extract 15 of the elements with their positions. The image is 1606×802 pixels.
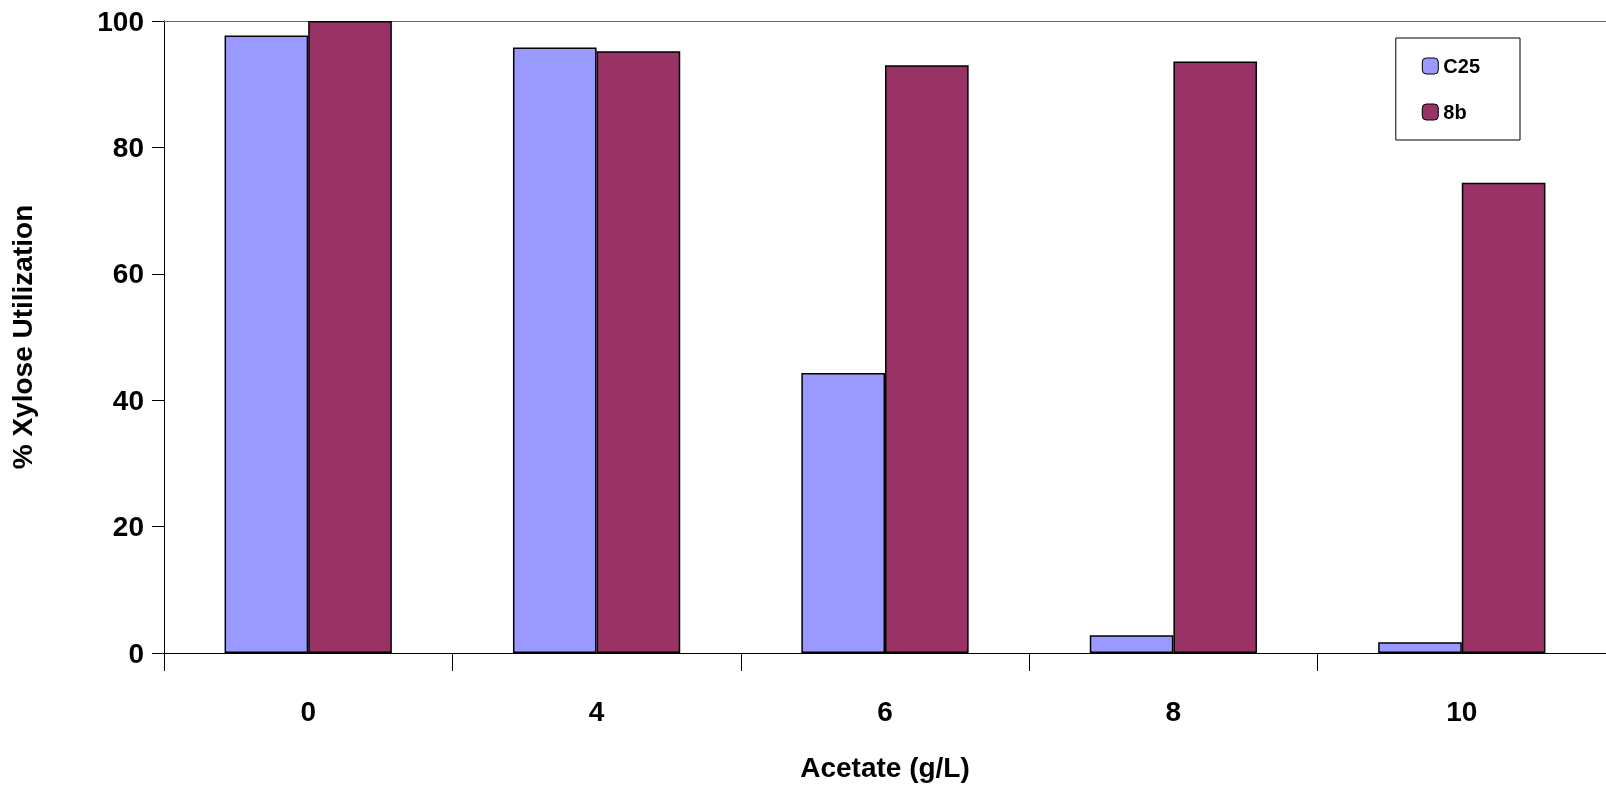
x-tick-label: 0	[300, 695, 316, 727]
x-tick-label: 4	[588, 695, 605, 727]
legend-label: C25	[1443, 55, 1481, 77]
y-axis-title: % Xylose Utilization	[6, 204, 38, 470]
y-tick-label: 100	[97, 5, 144, 37]
y-tick-label: 80	[112, 131, 144, 163]
y-tick-label: 60	[112, 258, 144, 290]
legend-label: 8b	[1443, 101, 1467, 123]
y-tick-label: 40	[112, 384, 144, 416]
x-tick-label: 8	[1165, 695, 1182, 727]
y-tick-label: 0	[128, 637, 144, 669]
x-tick-label: 10	[1446, 695, 1478, 727]
x-axis-title: Acetate (g/L)	[800, 751, 970, 783]
y-tick-label: 20	[112, 511, 144, 543]
x-tick-label: 6	[877, 695, 893, 727]
